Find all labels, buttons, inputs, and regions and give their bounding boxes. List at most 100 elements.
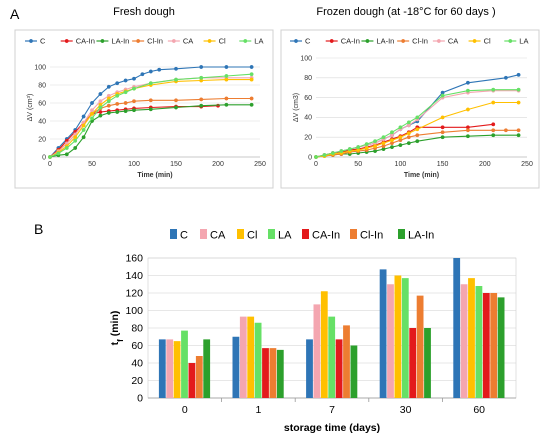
chart-b-data-point [465,128,470,133]
chart-a-data-point [90,108,94,113]
chart-b-ytick-label: 20 [304,135,312,142]
chart-a-series-line [49,77,252,158]
chart-c-bar [401,278,409,398]
chart-c-legend-label: C [180,230,188,242]
chart-a-data-point [90,116,94,121]
chart-a-data-point [115,110,120,114]
chart-a-data-point [132,86,136,91]
chart-c-legend-label: LA [278,230,292,242]
chart-a-data-point [106,99,111,104]
chart-b-data-point [373,144,378,149]
chart-a-data-point [115,101,120,106]
chart-b-data-point [503,75,508,80]
chart-b-ytick-label: 60 [304,95,312,102]
chart-b-xtick-label: 200 [479,161,491,168]
chart-c-bar [468,278,475,398]
chart-c-xtick-label: 1 [255,404,261,416]
chart-a-series-line [49,104,252,158]
chart-c-bar [269,348,277,398]
chart-b-data-point [314,155,318,159]
chart-c-xtick-label: 60 [473,404,485,416]
chart-c-ytick-label: 60 [131,340,143,352]
chart-b-legend-label: LA-In [376,37,394,46]
chart-b-data-point [330,151,335,155]
chart-c-ytick-label: 20 [131,375,143,387]
chart-b-data-point [398,143,403,148]
chart-b-ytick-label: 100 [300,55,312,62]
chart-c-bar [387,284,394,398]
chart-a-data-point [123,109,128,114]
chart-c-legend-swatch [268,229,275,239]
chart-a-data-point [174,66,178,71]
chart-c-bar [409,328,417,398]
chart-b-data-point [390,138,394,143]
chart-a-data-point [174,98,178,103]
chart-b-data-point [381,141,386,146]
chart-a-legend-label: LA-In [111,37,129,46]
chart-c-bar [379,269,387,398]
chart-a-data-point [157,67,162,72]
chart-a-data-point [115,81,120,86]
chart-a-xtick-label: 50 [88,161,96,168]
chart-a-data-point [48,155,52,159]
chart-c-bar [460,284,468,398]
chart-b-data-point [440,93,445,98]
chart-b-data-point [516,133,521,138]
chart-a-data-point [224,96,229,101]
chart-a-data-point [148,107,153,112]
chart-a-legend-marker [207,39,212,43]
chart-c-bar [173,341,181,398]
chart-a-legend-label: C [40,37,46,46]
chart-a-data-point [132,108,136,113]
chart-a-frame [14,29,274,189]
chart-b-series-line [315,90,519,158]
chart-c-ytick-label: 140 [125,270,143,282]
chart-a-data-point [98,99,103,104]
chart-a-data-point [224,74,229,78]
chart-c-bar [335,339,343,398]
chart-a-series-line [49,66,252,158]
chart-a-ytick-label: 40 [38,118,46,125]
chart-a-xtick-label: 250 [254,161,266,168]
chart-c-ytick-label: 120 [125,288,143,300]
chart-a-xtick-label: 0 [48,161,52,168]
chart-b-xtick-label: 50 [354,161,362,168]
chart-a-data-point [81,114,86,119]
chart-c-bar [313,304,321,398]
chart-c-legend-swatch [350,229,357,239]
chart-b-data-point [465,134,470,139]
chart-c-bar [453,258,461,398]
chart-a-data-point [199,65,204,69]
chart-b-legend-marker [294,39,298,43]
chart-c-bar [247,316,255,398]
chart-a-title: Fresh dough [113,6,175,18]
chart-c-bar [262,348,269,398]
chart-a-legend-label: LA [254,37,263,46]
chart-a-data-point [199,97,204,102]
chart-c-ytick-label: 100 [125,305,143,317]
chart-b-data-point [491,122,496,127]
chart-b-data-point [356,145,361,150]
chart-a-data-point [98,113,103,118]
chart-b-title: Frozen dough (at -18°C for 60 days ) [316,6,495,18]
chart-b-series-line [315,89,519,158]
chart-a-legend-label: Cl [219,37,226,46]
chart-a-data-point [224,77,229,82]
chart-a-data-point [106,84,111,89]
chart-a-data-point [64,152,69,157]
chart-a-data-point [224,102,229,107]
chart-a-data-point [123,78,128,83]
chart-c-xtick-label: 0 [182,404,188,416]
chart-c-legend-swatch [200,229,207,239]
chart-c-bar [203,339,211,398]
chart-b-legend-label: CA [448,37,458,46]
chart-a-data-point [249,102,254,107]
chart-a-data-point [64,146,69,150]
chart-a-data-point [90,101,94,105]
chart-b-ytick-label: 80 [304,75,312,82]
chart-b-xtick-label: 250 [521,161,533,168]
chart-a-y-axis-label: ΔV (cm³) [27,94,34,122]
chart-b-legend-marker [365,39,370,43]
chart-c-ytick-label: 80 [131,323,143,335]
chart-b-legend-marker [329,39,334,43]
